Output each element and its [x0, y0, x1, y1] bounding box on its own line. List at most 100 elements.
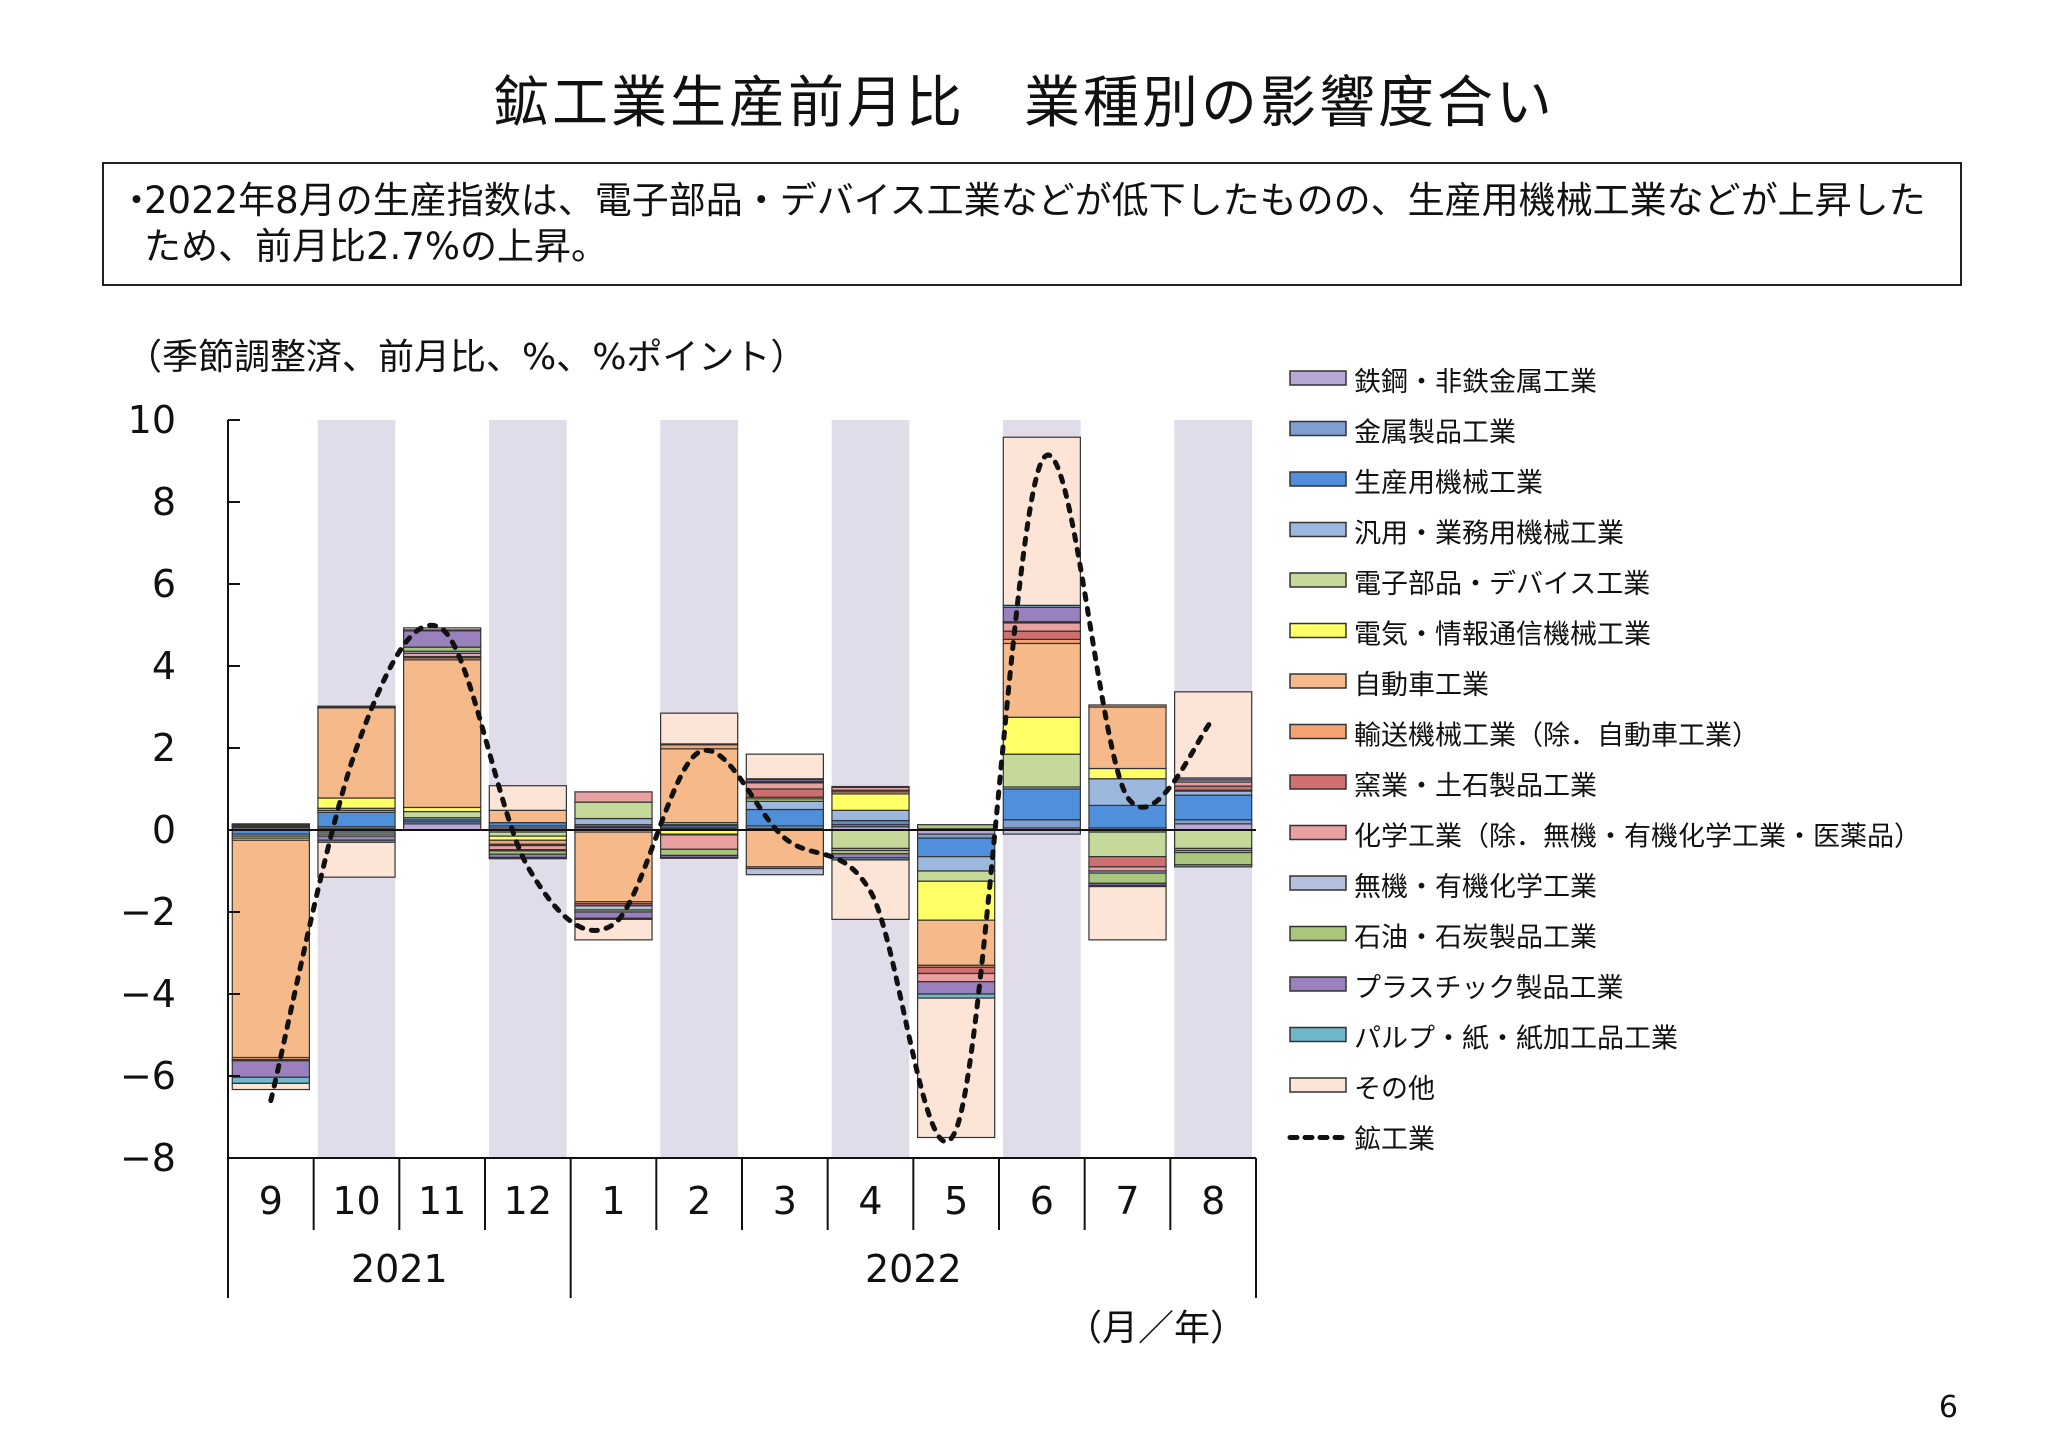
summary-bullet: ・ [118, 179, 155, 222]
bar-segment [831, 859, 910, 920]
x-tick-label: 9 [259, 1179, 283, 1223]
bar-segment [1088, 856, 1167, 868]
bar-segment [1088, 706, 1167, 770]
legend-swatch [1289, 1077, 1347, 1093]
bar-segment [403, 806, 482, 813]
legend-swatch [1289, 824, 1347, 841]
bar-segment [574, 911, 653, 919]
bar-segment [831, 819, 910, 826]
bar-segment [917, 993, 996, 999]
bar-segment [745, 867, 824, 876]
x-tick-label: 5 [944, 1179, 968, 1223]
bar-segment [231, 839, 310, 1059]
bar-segment [488, 856, 567, 860]
legend-swatch [1289, 925, 1347, 942]
y-tick-label: 2 [152, 726, 176, 770]
legend-label: 生産用機械工業 [1354, 468, 1543, 499]
bar-segment [917, 870, 996, 882]
summary-box: ・ 2022年8月の生産指数は、電子部品・デバイス工業などが低下したものの、生産… [102, 162, 1962, 286]
x-tick-label: 10 [332, 1179, 380, 1223]
bar-segment [1174, 829, 1253, 850]
legend-label: 鉱工業 [1354, 1125, 1435, 1156]
legend-label: 鉄鋼・非鉄金属工業 [1354, 367, 1597, 398]
bar-segment [1088, 866, 1167, 872]
bar-segment [1088, 885, 1167, 941]
bar-segment [1174, 794, 1253, 821]
bar-segment [488, 844, 567, 851]
page-title: 鉱工業生産前月比 業種別の影響度合い [493, 71, 1555, 136]
bar-segment [660, 744, 739, 750]
bar-segment [488, 835, 567, 841]
y-tick-label: 8 [152, 480, 176, 524]
bar-segment [831, 809, 910, 822]
bar-segment [1002, 753, 1081, 788]
legend-label: 窯業・土石製品工業 [1354, 771, 1597, 802]
bar-segment [745, 808, 824, 827]
bar-segment [574, 801, 653, 820]
legend-label: パルプ・紙・紙加工品工業 [1354, 1024, 1678, 1055]
y-tick-label: −4 [120, 972, 176, 1016]
bar-segment [831, 853, 910, 859]
bar-segment [574, 817, 653, 826]
bar-segment [317, 705, 396, 708]
legend-swatch [1289, 875, 1347, 891]
bar-segment [1174, 819, 1253, 825]
x-tick-label: 2 [687, 1179, 711, 1223]
legend: 鉄鋼・非鉄金属工業金属製品工業生産用機械工業汎用・業務用機械工業電子部品・デバイ… [1287, 367, 1921, 1156]
bar-segment [1174, 785, 1253, 791]
x-tick-label: 7 [1115, 1179, 1139, 1223]
bar-segment [831, 785, 910, 788]
legend-label: その他 [1354, 1074, 1435, 1105]
legend-label: 輸送機械工業（除．自動車工業） [1354, 721, 1759, 752]
legend-swatch [1289, 370, 1347, 386]
bar-segment [745, 753, 824, 780]
bar-segment [231, 1060, 310, 1078]
summary-text: 2022年8月の生産指数は、電子部品・デバイス工業などが低下したものの、生産用機… [144, 179, 1926, 268]
bar-segment [1174, 864, 1253, 868]
bar-segment [1088, 704, 1167, 708]
legend-swatch [1289, 1026, 1347, 1043]
bar-segment [831, 829, 910, 850]
bar-segment [917, 981, 996, 995]
bar-segment [1002, 819, 1081, 829]
bar-segment [574, 831, 653, 903]
x-tick-label: 11 [418, 1179, 466, 1223]
bar-segment [488, 839, 567, 845]
legend-label: プラスチック製品工業 [1354, 973, 1623, 1004]
bar-segment [488, 831, 567, 837]
bar-segment [1088, 767, 1167, 780]
legend-swatch [1289, 471, 1347, 487]
legend-label: 自動車工業 [1354, 670, 1489, 701]
bar-segment [745, 829, 824, 868]
bar-segment [1002, 788, 1081, 821]
x-tick-label: 4 [858, 1179, 882, 1223]
legend-swatch [1289, 622, 1347, 639]
legend-label: 金属製品工業 [1354, 418, 1516, 449]
bar-segment [917, 880, 996, 921]
y-tick-label: −6 [120, 1054, 176, 1098]
legend-swatch [1289, 774, 1347, 790]
x-tick-label: 12 [504, 1179, 552, 1223]
bar-segment [1088, 804, 1167, 829]
x-unit-label: （月／年） [1066, 1308, 1246, 1349]
bar-segment [1174, 790, 1253, 796]
legend-swatch [1289, 673, 1347, 689]
bar-segment [231, 823, 310, 826]
bar-segment [917, 837, 996, 858]
bar-segment [317, 811, 396, 828]
x-tick-label: 6 [1030, 1179, 1054, 1223]
bar-segment [403, 646, 482, 652]
bar-segment [574, 791, 653, 803]
y-tick-label: −2 [120, 890, 176, 934]
total-line [268, 452, 1216, 1144]
bar-segment [660, 834, 739, 850]
bar-segment [660, 848, 739, 857]
legend-swatch [1289, 976, 1347, 992]
legend-label: 電子部品・デバイス工業 [1354, 569, 1650, 600]
y-tick-label: 10 [128, 398, 176, 442]
bar-segment [231, 1076, 310, 1084]
bar-segment [745, 788, 824, 798]
bar-segment [317, 797, 396, 809]
